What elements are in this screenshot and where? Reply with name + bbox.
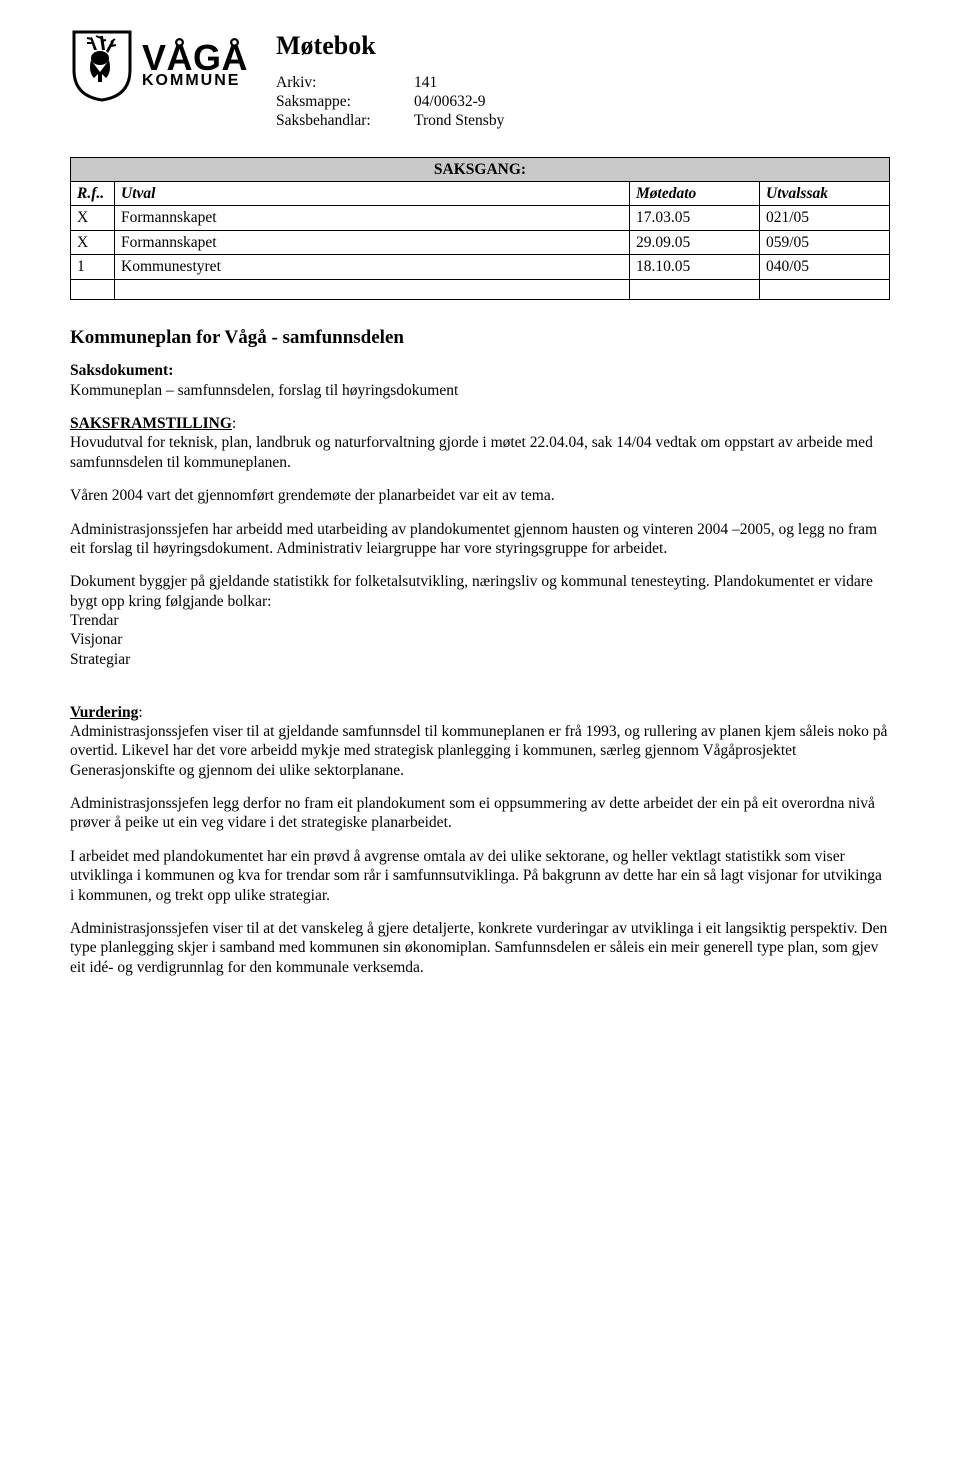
logo-text: VÅGÅ KOMMUNE [142, 42, 248, 89]
meta-saksmappe: Saksmappe: 04/00632-9 [276, 92, 890, 111]
saksframstilling-heading: SAKSFRAMSTILLING [70, 415, 232, 432]
shield-icon [70, 28, 134, 102]
case-title: Kommuneplan for Vågå - samfunnsdelen [70, 326, 890, 350]
col-utvalssak: Utvalssak [760, 182, 890, 206]
table-row: 1 Kommunestyret 18.10.05 040/05 [71, 255, 890, 279]
saksframstilling-p3: Administrasjonssjefen har arbeidd med ut… [70, 520, 890, 559]
meta-arkiv: Arkiv: 141 [276, 73, 890, 92]
cell: 040/05 [760, 255, 890, 279]
cell: 059/05 [760, 230, 890, 254]
bolkar-list: Trendar Visjonar Strategiar [70, 611, 890, 669]
list-item: Strategiar [70, 650, 890, 669]
table-row: X Formannskapet 17.03.05 021/05 [71, 206, 890, 230]
table-title-row: SAKSGANG: [71, 157, 890, 181]
saksgang-table: SAKSGANG: R.f.. Utval Møtedato Utvalssak… [70, 157, 890, 300]
document-header: VÅGÅ KOMMUNE Møtebok Arkiv: 141 Saksmapp… [70, 28, 890, 131]
cell: Formannskapet [115, 206, 630, 230]
saksdokument-text: Kommuneplan – samfunnsdelen, forslag til… [70, 381, 890, 400]
cell: Formannskapet [115, 230, 630, 254]
list-item: Visjonar [70, 630, 890, 649]
municipality-logo: VÅGÅ KOMMUNE [70, 28, 248, 102]
vurdering-heading-line: Vurdering: [70, 703, 890, 722]
table-row: X Formannskapet 29.09.05 059/05 [71, 230, 890, 254]
meta-value: 04/00632-9 [414, 92, 485, 111]
document-title: Møtebok [276, 30, 890, 63]
meta-saksbehandlar: Saksbehandlar: Trond Stensby [276, 111, 890, 130]
cell: 18.10.05 [630, 255, 760, 279]
list-item: Trendar [70, 611, 890, 630]
col-utval: Utval [115, 182, 630, 206]
cell: 1 [71, 255, 115, 279]
saksframstilling-heading-line: SAKSFRAMSTILLING: [70, 414, 890, 433]
meta-label: Saksmappe: [276, 92, 414, 111]
saksframstilling-p2: Våren 2004 vart det gjennomført grendemø… [70, 486, 890, 505]
meta-value: Trond Stensby [414, 111, 504, 130]
meta-label: Saksbehandlar: [276, 111, 414, 130]
vurdering-p3: I arbeidet med plandokumentet har ein pr… [70, 847, 890, 905]
logo-name: VÅGÅ [142, 42, 248, 74]
title-and-meta: Møtebok Arkiv: 141 Saksmappe: 04/00632-9… [276, 28, 890, 131]
saksframstilling-p1: Hovudutval for teknisk, plan, landbruk o… [70, 433, 890, 472]
table-empty-row [71, 279, 890, 299]
saksdokument-heading: Saksdokument: [70, 362, 173, 379]
cell: X [71, 206, 115, 230]
meta-label: Arkiv: [276, 73, 414, 92]
vurdering-p4: Administrasjonssjefen viser til at det v… [70, 919, 890, 977]
table-title: SAKSGANG: [71, 157, 890, 181]
cell: Kommunestyret [115, 255, 630, 279]
saksframstilling-p4-lead: Dokument byggjer på gjeldande statistikk… [70, 572, 890, 611]
cell: 021/05 [760, 206, 890, 230]
meta-value: 141 [414, 73, 437, 92]
logo-sub: KOMMUNE [142, 74, 248, 88]
col-motedato: Møtedato [630, 182, 760, 206]
vurdering-p2: Administrasjonssjefen legg derfor no fra… [70, 794, 890, 833]
col-rf: R.f.. [71, 182, 115, 206]
cell: 29.09.05 [630, 230, 760, 254]
saksdokument-block: Saksdokument: [70, 361, 890, 380]
vurdering-p1: Administrasjonssjefen viser til at gjeld… [70, 722, 890, 780]
cell: 17.03.05 [630, 206, 760, 230]
cell: X [71, 230, 115, 254]
table-header-row: R.f.. Utval Møtedato Utvalssak [71, 182, 890, 206]
vurdering-heading: Vurdering [70, 704, 138, 721]
